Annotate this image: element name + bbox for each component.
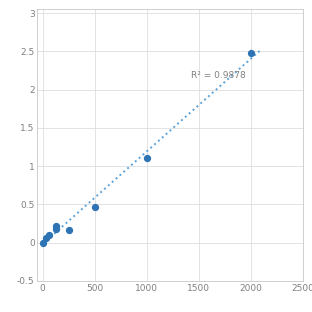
Point — [40, 240, 45, 245]
Point — [66, 227, 71, 232]
Point — [53, 226, 58, 231]
Text: R² = 0.9878: R² = 0.9878 — [191, 71, 246, 80]
Point — [47, 232, 52, 237]
Point — [92, 204, 97, 209]
Point — [53, 223, 58, 228]
Point — [248, 51, 253, 56]
Point — [144, 156, 149, 161]
Point — [43, 236, 48, 241]
